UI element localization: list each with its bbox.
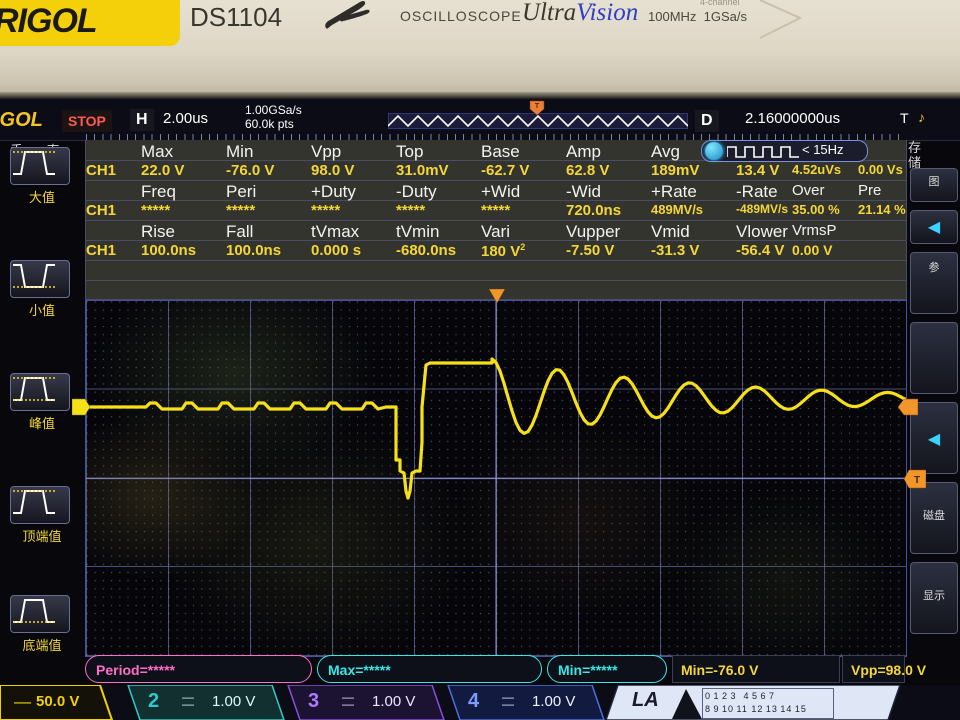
svg-text:T: T (535, 103, 540, 110)
svg-text:T: T (914, 475, 920, 486)
